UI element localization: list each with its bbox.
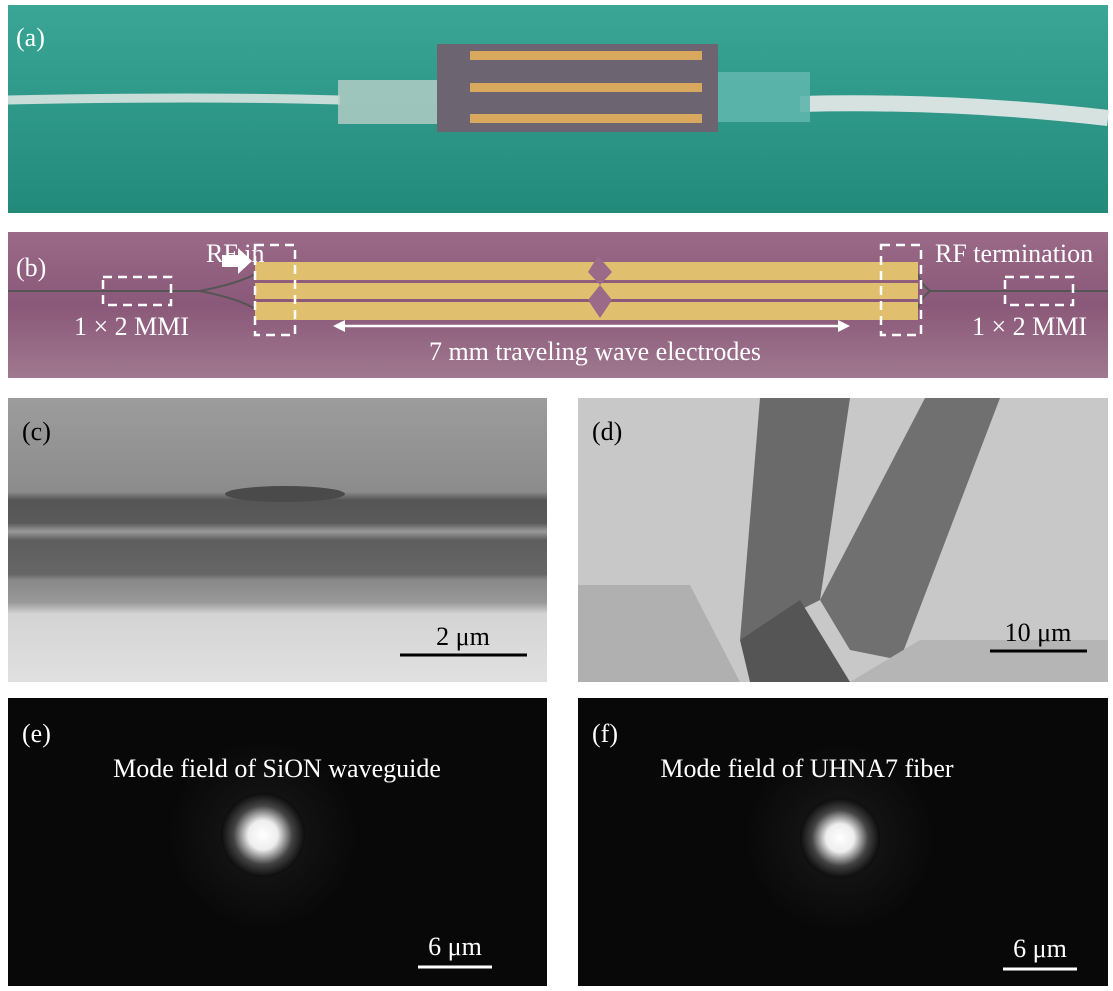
annotation: 1 × 2 MMI	[74, 312, 189, 341]
panel-label: (d)	[592, 417, 622, 446]
panel-label: (e)	[22, 719, 51, 748]
waveguide-bump	[225, 486, 345, 502]
annotation: RF termination	[935, 239, 1093, 268]
panel-f: (f) Mode field of UHNA7 fiber 6 μm	[578, 698, 1108, 986]
electrode	[470, 83, 702, 92]
panel-d: (d) 10 μm	[578, 398, 1108, 682]
panel-title: Mode field of UHNA7 fiber	[660, 754, 953, 783]
electrode	[470, 51, 702, 60]
annotation: 7 mm traveling wave electrodes	[429, 337, 761, 366]
electrode	[255, 262, 918, 280]
electrode	[255, 302, 918, 320]
figure: (a) (b) RF in RF termination 1 × 2 MMI 1…	[0, 0, 1113, 991]
panel-label: (a)	[16, 23, 45, 52]
scale-label: 6 μm	[1013, 934, 1067, 963]
mode-spot	[800, 798, 880, 878]
glue	[338, 80, 438, 124]
panel-e: (e) Mode field of SiON waveguide 6 μm	[8, 698, 547, 986]
electrode	[470, 114, 702, 123]
panel-label: (b)	[16, 253, 46, 282]
fiber	[8, 98, 340, 100]
annotation: 1 × 2 MMI	[972, 312, 1087, 341]
panel-c: (c) 2 μm	[8, 398, 547, 682]
panel-label: (c)	[22, 417, 51, 446]
scale-label: 6 μm	[428, 932, 482, 961]
annotation: RF in	[206, 239, 265, 268]
panel-a: (a)	[8, 5, 1108, 213]
panel-title: Mode field of SiON waveguide	[113, 754, 441, 783]
panel-label: (f)	[592, 719, 618, 748]
electrode	[255, 283, 918, 299]
panel-b: (b) RF in RF termination 1 × 2 MMI 1 × 2…	[8, 232, 1108, 378]
glue	[718, 72, 810, 122]
scale-label: 2 μm	[436, 622, 490, 651]
scale-label: 10 μm	[1005, 618, 1072, 647]
mode-spot	[221, 793, 305, 877]
